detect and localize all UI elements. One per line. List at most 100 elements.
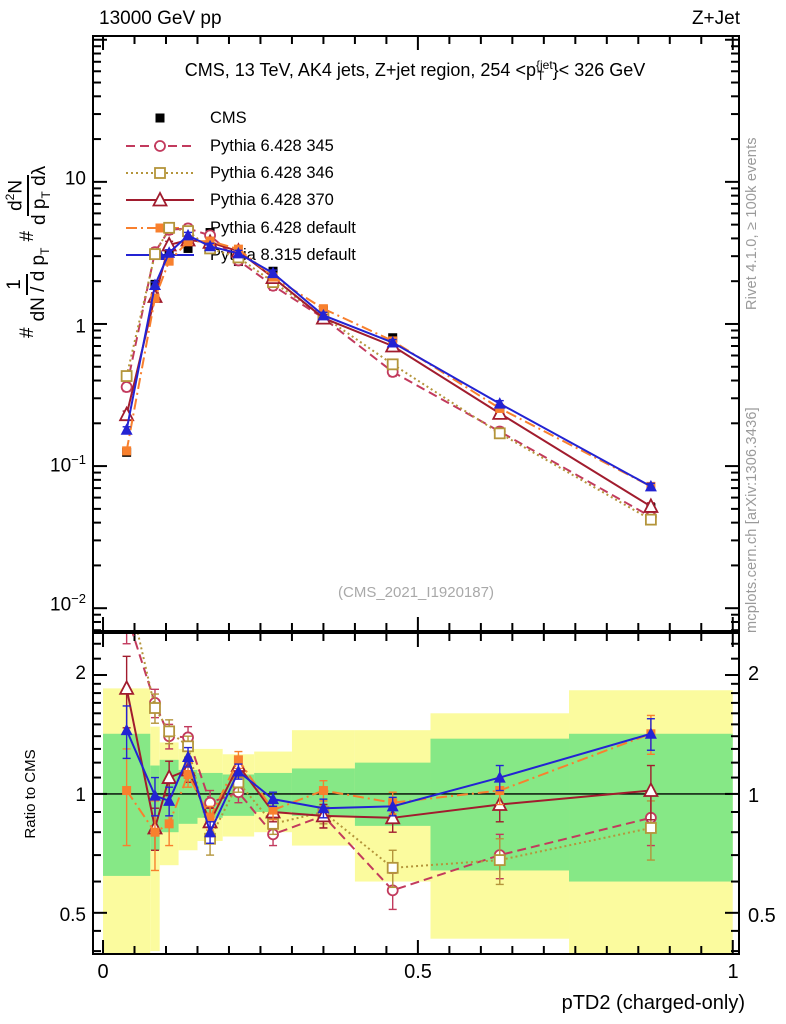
legend-row-0: CMS [122, 107, 247, 129]
marker-triangle-filled [204, 239, 217, 252]
marker-triangle-filled [644, 727, 657, 739]
marker-triangle-filled [317, 801, 330, 814]
marker-circle-open [120, 381, 133, 393]
legend-marker-sample [155, 113, 165, 123]
marker-triangle-filled [148, 278, 161, 291]
legend-row-1: Pythia 6.428 345 [122, 135, 334, 157]
xtick-0p5: 0.5 [404, 961, 432, 983]
marker-triangle-filled [267, 792, 280, 805]
marker-square-filled [150, 827, 160, 837]
legend-marker-sample [126, 167, 194, 179]
mcplots-arxiv-watermark: mcplots.cern.ch [arXiv:1306.3436] [744, 407, 760, 633]
marker-triangle-open [384, 808, 401, 825]
marker-square-filled [164, 819, 174, 829]
process-label: Z+Jet [691, 8, 740, 29]
marker-square-open [644, 513, 657, 526]
marker-square-filled [155, 223, 165, 233]
legend-marker-sample [126, 191, 194, 207]
marker-triangle-open [118, 679, 135, 695]
series-line [125, 226, 652, 521]
ratio-plot-panel [92, 632, 740, 955]
marker-square-filled [205, 813, 215, 823]
plot-title: CMS, 13 TeV, AK4 jets, Z+jet region, 254… [184, 58, 646, 83]
marker-triangle-filled [493, 771, 506, 783]
marker-square-open [644, 822, 657, 834]
hash-symbol: # [17, 230, 39, 242]
legend-label: Pythia 6.428 370 [210, 190, 334, 209]
legend-label: Pythia 6.428 345 [210, 136, 334, 155]
main-ytick-0p01: 10−2 [50, 591, 86, 616]
legend-label: Pythia 6.428 346 [210, 163, 334, 182]
xtick-0: 0 [97, 961, 109, 983]
marker-square-filled [164, 256, 174, 266]
marker-square-open [493, 427, 506, 440]
marker-square-filled [268, 805, 278, 815]
pt-jet-supsub: {jet T [535, 58, 553, 83]
marker-square-filled [155, 113, 165, 123]
ratio-ytick-0p5-left: 0.5 [59, 905, 86, 926]
marker-square-open [163, 221, 176, 234]
marker-square-filled [183, 243, 193, 253]
marker-square-filled [318, 304, 328, 314]
main-plot-panel [92, 35, 740, 632]
main-ytick-1: 1 [75, 316, 86, 338]
marker-triangle-open [642, 497, 659, 513]
ratio-ytick-2-right: 2 [748, 663, 760, 685]
marker-triangle-filled [120, 723, 133, 736]
marker-circle-open [154, 140, 166, 152]
marker-square-filled [183, 769, 193, 779]
marker-triangle-filled [148, 789, 161, 801]
marker-triangle-filled [386, 336, 399, 348]
main-ytick-0p1: 10−1 [50, 452, 86, 477]
marker-triangle-filled [644, 479, 657, 492]
marker-triangle-filled [232, 246, 245, 259]
x-axis-label: pTD2 (charged-only) [561, 992, 745, 1014]
ratio-ytick-2-left: 2 [75, 663, 86, 684]
marker-square-open [154, 167, 166, 179]
marker-square-filled [150, 293, 160, 303]
marker-triangle-filled [163, 246, 176, 258]
legend-row-2: Pythia 6.428 346 [122, 162, 334, 184]
ratio-ytick-0p5-right: 0.5 [748, 905, 776, 927]
marker-triangle-open [161, 768, 178, 784]
marker-triangle-open [642, 781, 659, 797]
marker-square-open [149, 248, 161, 261]
marker-triangle-filled [120, 423, 133, 435]
marker-triangle-filled [163, 794, 176, 806]
legend-marker-sample [126, 223, 194, 233]
marker-square-filled [233, 755, 243, 765]
marker-triangle-filled [182, 750, 195, 763]
marker-triangle-filled [267, 266, 280, 279]
marker-triangle-filled [182, 228, 195, 241]
marker-triangle-filled [317, 308, 330, 321]
ratio-ytick-1-right: 1 [748, 785, 760, 807]
marker-square-filled [122, 446, 132, 456]
main-ytick-10: 10 [64, 168, 86, 190]
main-panel-border [92, 35, 740, 632]
rivet-version-watermark: Rivet 4.1.0, ≥ 100k events [744, 137, 760, 310]
legend-row-3: Pythia 6.428 370 [122, 189, 334, 211]
legend-label: CMS [210, 108, 247, 127]
marker-square-open [120, 370, 133, 382]
marker-square-filled [122, 786, 132, 796]
marker-triangle-filled [204, 825, 217, 838]
marker-triangle-filled [232, 764, 245, 777]
ratio-panel-border [92, 632, 740, 955]
fraction-1-over-dndpt: 1 dN / d pT [4, 247, 52, 322]
legend-label: Pythia 6.428 default [210, 218, 356, 237]
marker-square-filled [318, 786, 328, 796]
ratio-ytick-1-left: 1 [75, 785, 86, 806]
marker-square-open [493, 854, 506, 866]
marker-square-open [149, 702, 161, 714]
xtick-1: 1 [727, 961, 739, 983]
marker-square-open [163, 725, 176, 738]
marker-triangle-filled [493, 397, 506, 409]
legend: CMS Pythia 6.428 345 Pythia 6.428 346 Pythi… [92, 35, 740, 632]
marker-triangle-filled [386, 799, 399, 812]
analysis-id-watermark: (CMS_2021_I1920187) [338, 584, 494, 601]
legend-marker-sample [126, 140, 194, 152]
beam-energy-label: 13000 GeV pp [99, 8, 222, 29]
marker-square-open [386, 358, 399, 371]
marker-triangle-open [152, 191, 168, 207]
